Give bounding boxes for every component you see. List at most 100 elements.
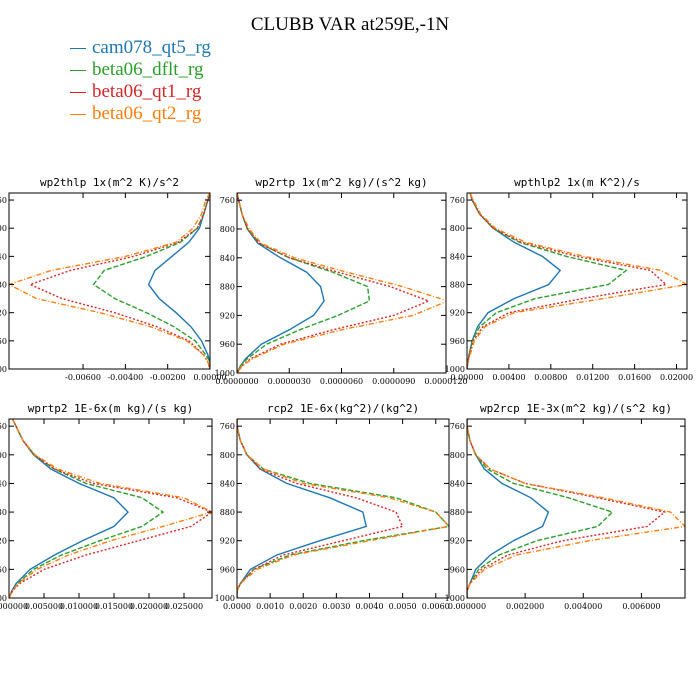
- series-line: [9, 419, 212, 598]
- x-tick-label: -0.00200: [150, 373, 186, 382]
- x-tick-label: 0.0060: [422, 602, 450, 611]
- panel: wpthlp2 1x(m K^2)/s 760 800 840 880 920 960 100…: [445, 176, 693, 382]
- panel-title: wpthlp2 1x(m K^2)/s: [514, 176, 640, 189]
- panel: rcp2 1E-6x(kg^2)/(kg^2) 760 800 840 880 920 96…: [215, 402, 450, 611]
- panel-title: wp2thlp 1x(m^2 K)/s^2: [40, 176, 179, 189]
- x-tick-label: 0.02000: [660, 373, 693, 382]
- x-tick-label: 0.00800: [534, 373, 567, 382]
- series-line: [467, 193, 687, 369]
- y-tick-label: 960: [0, 565, 7, 574]
- x-tick-label: 0.0010: [256, 602, 284, 611]
- y-tick-label: 880: [0, 281, 7, 290]
- y-tick-label: 800: [0, 451, 7, 460]
- x-tick-label: 0.0000030: [268, 377, 311, 386]
- series-line: [467, 419, 685, 598]
- series-line: [467, 193, 668, 369]
- y-tick-label: 1000: [445, 365, 465, 374]
- series-line: [237, 193, 446, 373]
- series-line: [237, 419, 404, 598]
- series-line: [467, 193, 628, 369]
- legend-swatch: [70, 114, 86, 115]
- panel: wprtp2 1E-6x(m kg)/(s kg) 760 800 840 880 920…: [0, 402, 213, 611]
- plot-frame: [236, 418, 450, 599]
- y-tick-label: 840: [0, 479, 7, 488]
- panel: wp2rcp 1E-3x(m^2 kg)/(s^2 kg) 760 800 840 88…: [445, 402, 686, 611]
- series-line: [467, 193, 562, 369]
- series-line: [467, 419, 614, 598]
- x-tick-label: 0.0040: [356, 602, 384, 611]
- x-tick-label: 0.00000: [193, 373, 226, 382]
- x-tick-label: 0.00400: [492, 373, 525, 382]
- x-tick-label: 0.0000120: [424, 377, 467, 386]
- series-line: [237, 419, 368, 598]
- panel-title: rcp2 1E-6x(kg^2)/(kg^2): [267, 402, 419, 415]
- x-tick-label: 0.0030: [322, 602, 350, 611]
- y-tick-label: 760: [0, 422, 7, 431]
- y-tick-label: 920: [0, 537, 7, 546]
- series-line: [9, 419, 165, 598]
- x-tick-label: 0.0050: [389, 602, 417, 611]
- x-tick-label: 0.00000: [450, 373, 483, 382]
- y-tick-label: 880: [220, 508, 235, 517]
- legend-label: beta06_qt1_rg: [92, 81, 202, 102]
- legend-label: cam078_qt5_rg: [92, 37, 211, 58]
- series-line: [467, 419, 667, 598]
- y-tick-label: 760: [450, 196, 465, 205]
- plot-frame: [236, 192, 447, 374]
- chart-title: CLUBB VAR at259E,-1N: [250, 14, 450, 35]
- y-tick-label: 800: [220, 451, 235, 460]
- y-tick-label: 960: [0, 337, 7, 346]
- series-line: [28, 193, 210, 369]
- y-tick-label: 880: [450, 508, 465, 517]
- x-tick-label: 0.025000: [165, 602, 203, 611]
- x-tick-label: 0.0020: [289, 602, 317, 611]
- y-tick-label: 920: [0, 309, 7, 318]
- y-tick-label: 760: [0, 196, 7, 205]
- y-tick-label: 960: [220, 565, 235, 574]
- series-line: [237, 193, 371, 373]
- series-line: [237, 419, 449, 598]
- plot-frame: [8, 192, 211, 370]
- x-tick-label: 0.005000: [25, 602, 63, 611]
- y-tick-label: 1000: [445, 594, 465, 603]
- y-tick-label: 960: [450, 337, 465, 346]
- x-tick-label: 0.0000: [223, 602, 251, 611]
- series-line: [237, 193, 431, 373]
- y-tick-label: 960: [220, 340, 235, 349]
- y-tick-label: 760: [220, 196, 235, 205]
- x-tick-label: 0.020000: [130, 602, 168, 611]
- y-tick-label: 880: [450, 281, 465, 290]
- series-line: [92, 193, 210, 369]
- y-tick-label: 920: [220, 537, 235, 546]
- y-tick-label: 920: [450, 537, 465, 546]
- y-tick-label: 880: [0, 508, 7, 517]
- series-line: [237, 193, 325, 373]
- series-line: [9, 419, 212, 598]
- x-tick-label: 0.01600: [618, 373, 651, 382]
- x-tick-label: 0.01200: [576, 373, 609, 382]
- legend-label: beta06_dflt_rg: [92, 59, 204, 80]
- panel-title: wp2rcp 1E-3x(m^2 kg)/(s^2 kg): [480, 402, 672, 415]
- panel: wp2thlp 1x(m^2 K)/s^2 760 800 840 880 920 960 1…: [0, 176, 227, 382]
- x-tick-label: 0.004000: [564, 602, 602, 611]
- legend-swatch: [70, 70, 86, 71]
- y-tick-label: 800: [450, 224, 465, 233]
- y-tick-label: 800: [220, 225, 235, 234]
- x-tick-label: -0.00600: [65, 373, 101, 382]
- y-tick-label: 840: [450, 479, 465, 488]
- x-tick-label: 0.010000: [60, 602, 98, 611]
- legend-swatch: [70, 48, 86, 49]
- y-tick-label: 880: [220, 283, 235, 292]
- x-tick-label: 0.0000000: [215, 377, 258, 386]
- x-tick-label: 0.002000: [506, 602, 544, 611]
- y-tick-label: 960: [450, 565, 465, 574]
- y-tick-label: 760: [450, 422, 465, 431]
- x-tick-label: 0.000000: [448, 602, 486, 611]
- x-tick-label: 0.006000: [622, 602, 660, 611]
- panel-title: wp2rtp 1x(m^2 kg)/(s^2 kg): [255, 176, 427, 189]
- y-tick-label: 800: [0, 224, 7, 233]
- y-tick-label: 800: [450, 451, 465, 460]
- y-tick-label: 1000: [215, 369, 235, 378]
- x-tick-label: -0.00400: [107, 373, 143, 382]
